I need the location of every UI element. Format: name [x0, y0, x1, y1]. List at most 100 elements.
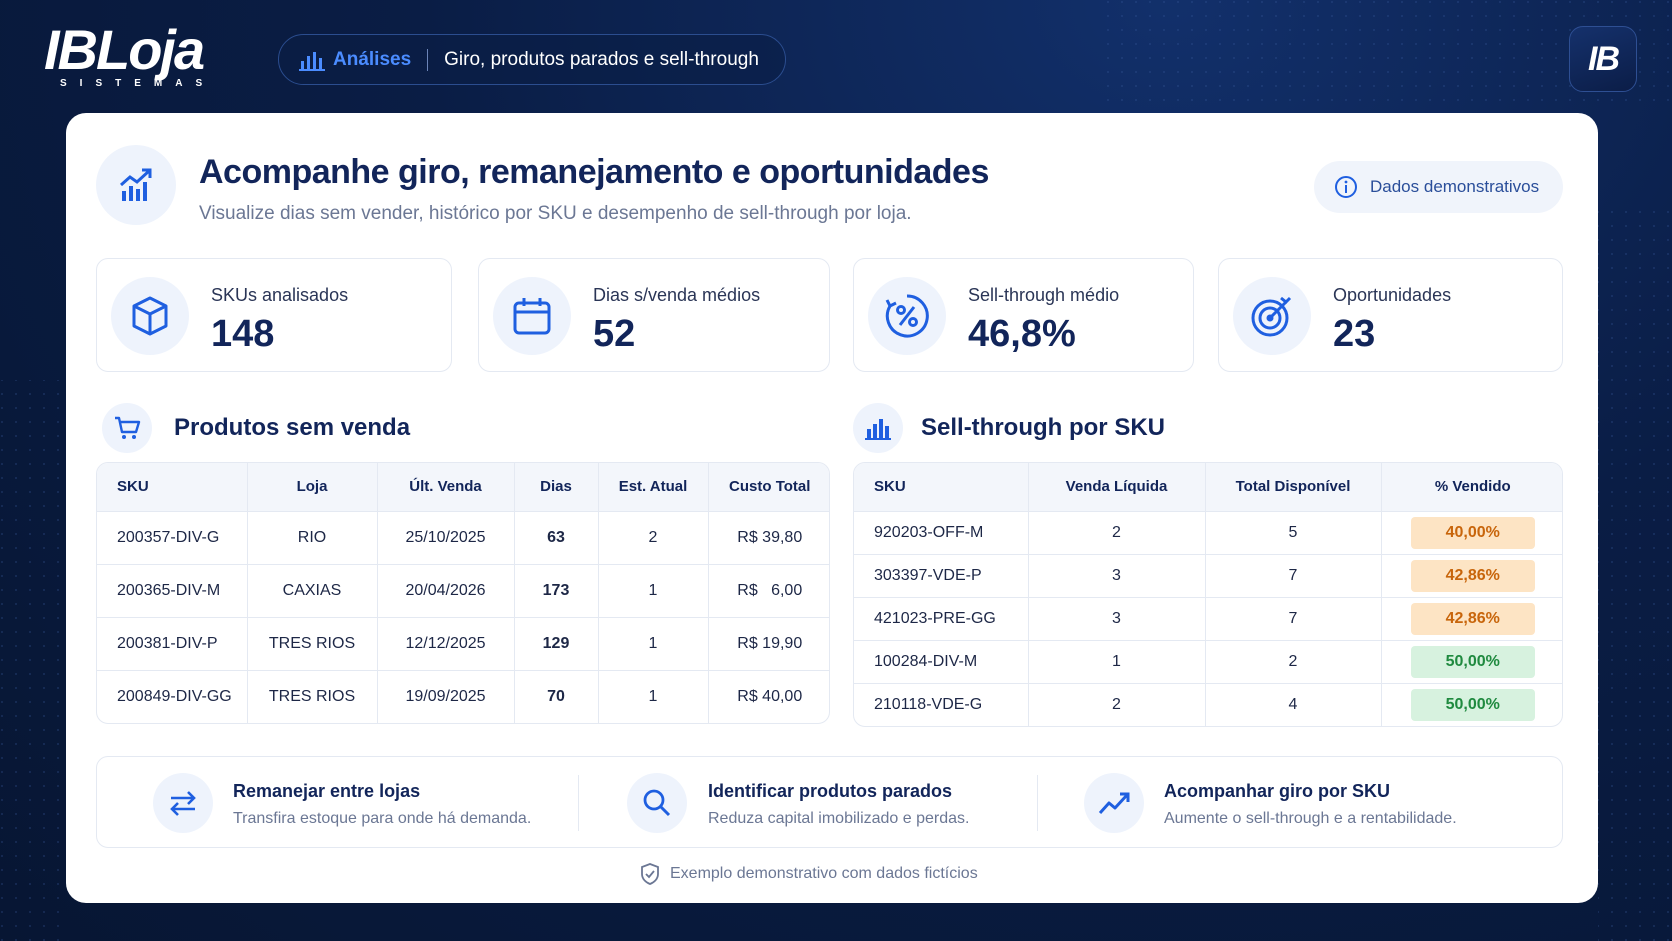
hero-icon-circle: [96, 145, 176, 225]
table-row[interactable]: 200381-DIV-P TRES RIOS 12/12/2025 129 1 …: [97, 617, 829, 671]
action-identificar[interactable]: Identificar produtos parados Reduza capi…: [579, 757, 1039, 849]
logo-wordmark: IBLoja: [44, 18, 205, 81]
kpi-card-oportunidades: Oportunidades 23: [1218, 258, 1563, 372]
action-icon-circle: [1084, 773, 1144, 833]
kpi-label: Dias s/venda médios: [593, 285, 761, 305]
footnote-text: Exemplo demonstrativo com dados fictício…: [670, 865, 978, 882]
table-row[interactable]: 200365-DIV-M CAXIAS 20/04/2026 173 1 R$ …: [97, 564, 829, 618]
action-description: Aumente o sell-through e a rentabilidade…: [1164, 810, 1457, 827]
main-card: Acompanhe giro, remanejamento e oportuni…: [66, 113, 1598, 903]
cell-ultima-venda: 12/12/2025: [377, 617, 515, 671]
cell-loja: TRES RIOS: [247, 670, 378, 723]
nav-separator: [427, 48, 429, 71]
cell-sku: 303397-VDE-P: [854, 554, 1029, 598]
cell-loja: RIO: [247, 511, 378, 565]
section-header-sem-venda: Produtos sem venda: [102, 403, 410, 453]
cell-percent-vendido: 50,00%: [1381, 640, 1562, 684]
shield-check-icon: [641, 863, 659, 885]
kpi-card-dias: Dias s/venda médios 52: [478, 258, 830, 372]
kpi-value: 23: [1333, 313, 1376, 355]
kpi-icon-circle: [493, 277, 571, 355]
section-icon-circle: [102, 403, 152, 453]
column-header[interactable]: Est. Atual: [598, 463, 709, 512]
brand-logo[interactable]: IBLoja SISTEMAS: [44, 20, 244, 100]
cell-venda-liquida: 3: [1028, 554, 1206, 598]
percent-badge: 40,00%: [1410, 516, 1535, 549]
brand-badge[interactable]: IB: [1569, 26, 1637, 92]
cell-custo: R$ 19,90: [708, 617, 829, 671]
cell-dias: 173: [514, 564, 599, 618]
cell-custo: R$ 39,80: [708, 511, 829, 565]
cell-estoque: 1: [598, 617, 709, 671]
cell-sku: 200357-DIV-G: [97, 511, 248, 565]
column-header[interactable]: Custo Total: [708, 463, 829, 512]
percent-badge: 50,00%: [1410, 688, 1535, 721]
column-header[interactable]: Últ. Venda: [377, 463, 515, 512]
demo-data-chip[interactable]: Dados demonstrativos: [1314, 161, 1563, 213]
section-title: Produtos sem venda: [174, 414, 411, 441]
section-title: Sell-through por SKU: [921, 414, 1165, 441]
kpi-value: 148: [211, 313, 275, 355]
cell-ultima-venda: 19/09/2025: [377, 670, 515, 723]
table-sem-venda: SKU Loja Últ. Venda Dias Est. Atual Cust…: [96, 462, 830, 724]
cell-custo: R$ 40,00: [737, 687, 803, 705]
cell-dias: 70: [514, 670, 599, 723]
divider: [1037, 775, 1038, 831]
percent-icon: [885, 294, 929, 338]
actions-strip: Remanejar entre lojas Transfira estoque …: [96, 756, 1563, 848]
table-row[interactable]: 210118-VDE-G 2 4 50,00%: [854, 683, 1562, 726]
cell-custo: R$ 6,00: [708, 564, 829, 618]
cell-total-disponivel: 4: [1205, 683, 1382, 726]
action-title: Remanejar entre lojas: [233, 781, 421, 801]
table-row[interactable]: 200357-DIV-G RIO 25/10/2025 63 2 R$ 39,8…: [97, 511, 829, 565]
cell-sku: 920203-OFF-M: [854, 511, 1029, 555]
cell-ultima-venda: 20/04/2026: [377, 564, 515, 618]
cell-estoque: 2: [598, 511, 709, 565]
column-header[interactable]: Loja: [247, 463, 378, 512]
divider: [578, 775, 579, 831]
kpi-icon-circle: [1233, 277, 1311, 355]
cell-loja: CAXIAS: [247, 564, 378, 618]
section-breadcrumb[interactable]: Análises Giro, produtos parados e sell-t…: [278, 34, 786, 85]
bar-chart-icon: [865, 419, 891, 440]
cell-venda-liquida: 2: [1028, 511, 1206, 555]
kpi-value: 52: [593, 313, 636, 355]
column-header[interactable]: Dias: [514, 463, 599, 512]
cell-percent-vendido: 42,86%: [1381, 597, 1562, 641]
percent-badge: 42,86%: [1410, 602, 1535, 635]
kpi-value: 46,8%: [968, 313, 1076, 355]
cell-ultima-venda: 25/10/2025: [377, 511, 515, 565]
cell-percent-vendido: 50,00%: [1381, 683, 1562, 726]
table-row[interactable]: 200849-DIV-GG TRES RIOS 19/09/2025 70 1 …: [97, 670, 829, 723]
action-acompanhar[interactable]: Acompanhar giro por SKU Aumente o sell-t…: [1039, 757, 1563, 849]
box-icon: [132, 296, 168, 336]
cell-percent-vendido: 40,00%: [1381, 511, 1562, 555]
cell-sku: 100284-DIV-M: [854, 640, 1029, 684]
column-header[interactable]: SKU: [854, 463, 1029, 512]
kpi-icon-circle: [868, 277, 946, 355]
action-icon-circle: [627, 773, 687, 833]
kpi-label: SKUs analisados: [211, 285, 349, 305]
cell-sku: 421023-PRE-GG: [854, 597, 1029, 641]
table-row[interactable]: 100284-DIV-M 1 2 50,00%: [854, 640, 1562, 684]
action-remanejar[interactable]: Remanejar entre lojas Transfira estoque …: [97, 757, 579, 849]
cell-loja: TRES RIOS: [247, 617, 378, 671]
column-header[interactable]: % Vendido: [1381, 463, 1562, 512]
table-row[interactable]: 303397-VDE-P 3 7 42,86%: [854, 554, 1562, 598]
table-row[interactable]: 421023-PRE-GG 3 7 42,86%: [854, 597, 1562, 641]
nav-section-label: Análises: [333, 48, 412, 70]
growth-chart-icon: [120, 168, 152, 201]
page-title: Acompanhe giro, remanejamento e oportuni…: [199, 153, 989, 191]
cell-estoque: 1: [598, 564, 709, 618]
cell-total-disponivel: 2: [1205, 640, 1382, 684]
page-subtitle: Visualize dias sem vender, histórico por…: [199, 203, 912, 224]
cell-sku: 200365-DIV-M: [97, 564, 248, 618]
cell-venda-liquida: 1: [1028, 640, 1206, 684]
column-header[interactable]: SKU: [97, 463, 248, 512]
column-header[interactable]: Venda Líquida: [1028, 463, 1206, 512]
footnote: Exemplo demonstrativo com dados fictício…: [640, 863, 978, 885]
calendar-icon: [513, 298, 551, 335]
cell-sku: 200849-DIV-GG: [97, 670, 248, 723]
column-header[interactable]: Total Disponível: [1205, 463, 1382, 512]
table-row[interactable]: 920203-OFF-M 2 5 40,00%: [854, 511, 1562, 555]
